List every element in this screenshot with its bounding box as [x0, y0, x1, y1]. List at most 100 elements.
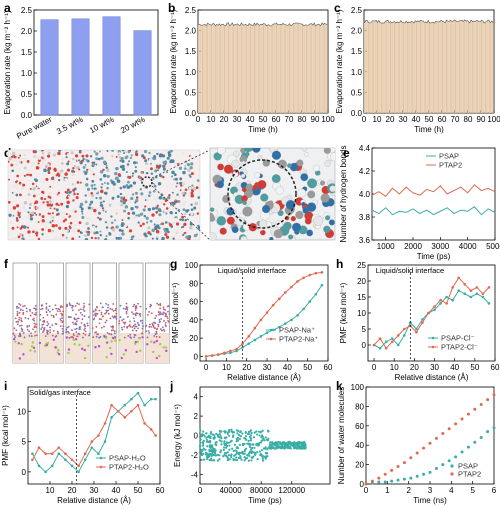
- bar: [278, 24, 280, 113]
- atom: [172, 206, 175, 210]
- atom: [93, 231, 97, 235]
- molecule: [80, 322, 83, 324]
- data-point: [275, 446, 278, 450]
- bar: [416, 21, 418, 113]
- data-point: [289, 447, 292, 450]
- bar: [257, 24, 259, 114]
- atom: [46, 198, 50, 202]
- molecule: [49, 328, 52, 331]
- data-point: [296, 280, 299, 283]
- atom: [135, 196, 139, 199]
- data-point: [303, 445, 307, 448]
- atom: [85, 221, 89, 226]
- y-tick-label: -4: [191, 470, 199, 479]
- bar: [421, 20, 423, 113]
- y-tick-label: 1.0: [21, 69, 33, 78]
- bar: [247, 25, 249, 113]
- atom: [94, 212, 97, 215]
- atom: [119, 199, 123, 203]
- x-tick-label: 90: [477, 115, 486, 124]
- atom: [35, 185, 38, 188]
- molecule: [39, 313, 42, 316]
- molecule: [83, 329, 86, 331]
- molecule: [55, 307, 58, 310]
- bar: [365, 20, 367, 114]
- data-point: [236, 459, 239, 462]
- data-point: [302, 276, 305, 280]
- bar: [289, 23, 291, 113]
- atom: [140, 157, 144, 160]
- ion: [57, 348, 60, 352]
- atom: [114, 179, 117, 182]
- bar: [486, 21, 488, 113]
- molecule: [42, 320, 44, 323]
- atom: [70, 151, 74, 155]
- data-point: [296, 447, 299, 450]
- atom: [194, 201, 199, 206]
- molecule: [74, 318, 77, 321]
- atom: [22, 184, 25, 187]
- molecule: [158, 336, 161, 338]
- bar: [317, 24, 319, 114]
- data-point: [205, 440, 209, 443]
- atom: [97, 216, 100, 219]
- x-tick-label: 10: [207, 115, 216, 124]
- atom: [79, 238, 83, 240]
- atom: [152, 189, 156, 193]
- bar: [208, 24, 210, 113]
- atom: [231, 159, 240, 168]
- data-point: [290, 285, 293, 289]
- atom: [163, 203, 166, 206]
- ion: [67, 348, 71, 351]
- atom: [98, 206, 102, 210]
- atom: [114, 171, 118, 176]
- ion: [158, 354, 161, 358]
- ion: [124, 349, 128, 352]
- atom: [134, 166, 137, 169]
- atom: [61, 157, 65, 161]
- atom: [241, 187, 247, 193]
- atom: [156, 152, 159, 156]
- y-tick-label: 60: [355, 422, 364, 431]
- data-point: [264, 446, 267, 449]
- atom: [111, 155, 114, 158]
- atom: [37, 158, 41, 162]
- atom: [74, 154, 79, 158]
- molecule: [30, 335, 33, 338]
- data-point: [246, 442, 249, 445]
- data-point: [282, 447, 285, 450]
- atom: [34, 179, 38, 183]
- x-tick-label: 0: [364, 486, 369, 495]
- data-point: [422, 446, 426, 450]
- data-point: [202, 452, 205, 455]
- atom: [297, 188, 307, 198]
- atom: [117, 173, 121, 177]
- series-line: [371, 205, 496, 216]
- atom: [79, 202, 84, 207]
- atom: [145, 171, 149, 175]
- atom: [64, 236, 67, 239]
- data-point: [31, 452, 34, 455]
- bar: [320, 25, 322, 114]
- atom: [157, 165, 161, 169]
- atom: [183, 167, 187, 170]
- molecule: [33, 326, 36, 329]
- molecule: [136, 321, 139, 324]
- data-point: [284, 322, 287, 325]
- molecule: [141, 322, 144, 324]
- atom: [122, 201, 126, 205]
- data-point: [154, 434, 157, 437]
- atom: [158, 153, 163, 158]
- atom: [159, 210, 162, 213]
- data-point: [239, 455, 242, 458]
- atom: [19, 154, 22, 157]
- atom: [27, 169, 31, 173]
- atom: [92, 163, 95, 167]
- atom: [130, 190, 133, 193]
- molecule: [132, 317, 135, 320]
- legend-label: PTAP2-Na⁺: [279, 335, 318, 344]
- ion: [104, 336, 108, 340]
- molecule: [126, 326, 129, 329]
- legend-marker: [431, 345, 435, 349]
- atom: [116, 179, 121, 183]
